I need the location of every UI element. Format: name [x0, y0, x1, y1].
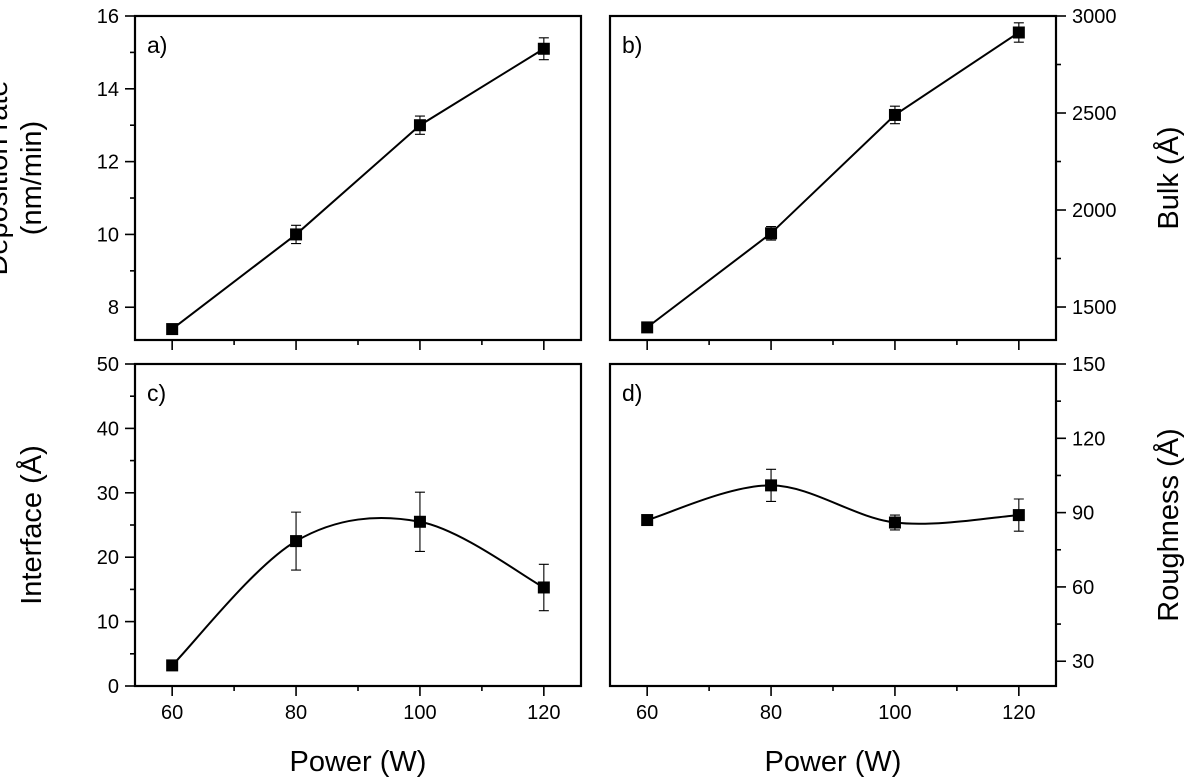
y-tick-label: 2500 [1072, 103, 1117, 125]
series-line [646, 31, 1020, 329]
data-point [641, 514, 654, 527]
data-point [166, 323, 179, 336]
y-axis-title-line: Deposition rate [0, 80, 14, 275]
data-point [290, 535, 303, 548]
y-tick-label: 16 [97, 6, 119, 28]
panel-b: 1500 2000 2500 3000 Bulk (Å) b) [608, 6, 1185, 350]
y-tick-label: 120 [1072, 428, 1105, 450]
y-tick-label: 2000 [1072, 200, 1117, 222]
x-tick-label: 120 [527, 702, 560, 724]
data-point [537, 581, 550, 594]
y-axis-title-line: Interface (Å) [15, 445, 48, 605]
panel-c: 60 80 100 120 0 10 20 30 40 50 Interface (Å) Power … [15, 354, 583, 778]
x-tick-label: 60 [636, 702, 658, 724]
y-tick-label: 90 [1072, 503, 1094, 525]
y-axis-title: Interface (Å) [15, 445, 48, 605]
panel-label: b) [622, 32, 642, 58]
x-axis-title: Power (W) [290, 746, 427, 778]
y-tick-label: 30 [97, 483, 119, 505]
plot-frame [608, 14, 1058, 342]
data-point [413, 515, 426, 528]
data-point [1012, 26, 1025, 39]
series-line [171, 47, 545, 330]
data-point [765, 479, 778, 492]
x-tick-label: 100 [878, 702, 911, 724]
data-point [765, 227, 778, 240]
y-tick-label: 14 [97, 79, 119, 101]
y-tick-label: 1500 [1072, 297, 1117, 319]
y-tick-label: 150 [1072, 354, 1105, 376]
plot-frame [133, 362, 583, 688]
y-tick-label: 10 [97, 224, 119, 246]
x-axis-title: Power (W) [765, 746, 902, 778]
y-axis-title: Roughness (Å) [1152, 428, 1185, 621]
data-point [888, 516, 901, 529]
y-axis-title: Bulk (Å) [1152, 126, 1185, 229]
x-tick-label: 80 [760, 702, 782, 724]
data-point [290, 228, 303, 241]
y-tick-label: 3000 [1072, 6, 1117, 28]
y-tick-label: 10 [97, 612, 119, 634]
y-tick-label: 12 [97, 152, 119, 174]
data-point [888, 108, 901, 121]
data-point [413, 119, 426, 132]
x-tick-label: 120 [1002, 702, 1035, 724]
plot-frame [133, 14, 583, 342]
data-point [641, 321, 654, 334]
y-axis-title-line: Roughness (Å) [1152, 428, 1185, 621]
series-line [171, 517, 545, 667]
y-tick-label: 40 [97, 418, 119, 440]
plot-frame [608, 362, 1058, 688]
y-axis-title-line: (nm/min) [16, 121, 48, 235]
panel-label: a) [147, 32, 167, 58]
x-tick-label: 60 [161, 702, 183, 724]
x-tick-label: 80 [285, 702, 307, 724]
panel-label: d) [622, 380, 642, 406]
y-tick-label: 30 [1072, 651, 1094, 673]
series-line [646, 484, 1019, 525]
y-axis-title: Deposition rate(nm/min) [0, 80, 48, 275]
y-axis-title-line: Bulk (Å) [1152, 126, 1185, 229]
data-point [537, 42, 550, 55]
data-point [1012, 509, 1025, 522]
y-tick-label: 20 [97, 547, 119, 569]
data-point [166, 659, 179, 672]
x-tick-label: 100 [403, 702, 436, 724]
panel-label: c) [147, 380, 166, 406]
y-tick-label: 8 [108, 297, 119, 319]
y-tick-label: 60 [1072, 577, 1094, 599]
panel-d: 60 80 100 120 30 60 90 120 150 Roughness (Å) Power… [608, 354, 1185, 778]
panel-a: 8 10 12 14 16 Deposition rate(nm/min) a) [0, 6, 583, 350]
y-tick-label: 0 [108, 676, 119, 698]
y-tick-label: 50 [97, 354, 119, 376]
